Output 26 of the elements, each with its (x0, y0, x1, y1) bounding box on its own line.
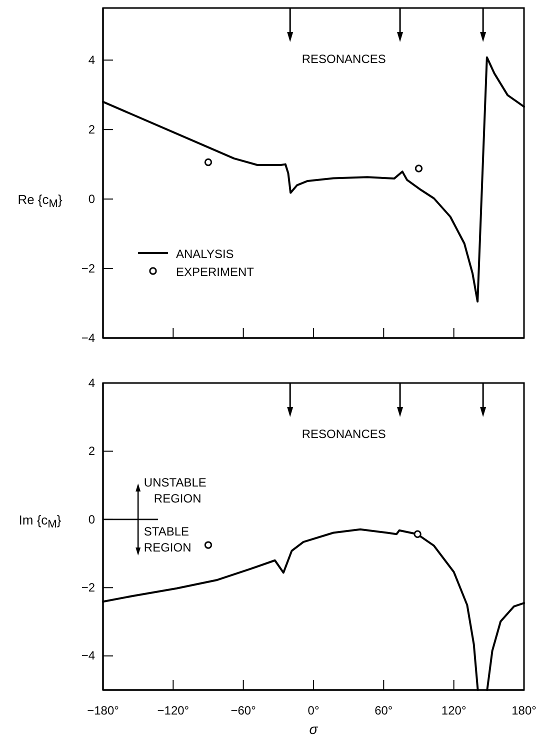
y-tick-label: −4 (81, 648, 96, 663)
y-tick-label: −2 (81, 261, 96, 276)
x-tick-label: 0° (308, 704, 320, 718)
x-tick-label: −180° (87, 704, 120, 718)
y-tick-label: 2 (88, 122, 96, 136)
y-tick-label: 2 (88, 444, 96, 458)
legend-label: ANALYSIS (176, 247, 234, 261)
annotation: UNSTABLE REGION (144, 475, 206, 506)
annotation: RESONANCES (302, 52, 386, 66)
y-tick-label: 4 (88, 52, 96, 67)
annotation: RESONANCES (302, 427, 386, 441)
y-axis-title: Im {c$_{M}$} (18, 512, 62, 531)
y-tick-label: 4 (88, 376, 96, 390)
x-tick-label: 60° (374, 704, 393, 718)
y-axis-title: Re {c$_{M}$} (18, 192, 63, 210)
x-tick-label: −120° (157, 704, 190, 718)
x-tick-label: 180° (512, 704, 537, 718)
x-tick-label: 120° (441, 704, 466, 718)
annotation: STABLE REGION (144, 524, 192, 554)
x-tick-label: −60° (230, 704, 256, 718)
y-tick-label: 0 (88, 192, 96, 206)
y-tick-label: −2 (81, 580, 96, 595)
legend-label: EXPERIMENT (176, 265, 255, 279)
y-tick-label: 0 (88, 512, 96, 526)
x-axis-title: σ (309, 721, 318, 737)
y-tick-label: −4 (81, 330, 96, 345)
